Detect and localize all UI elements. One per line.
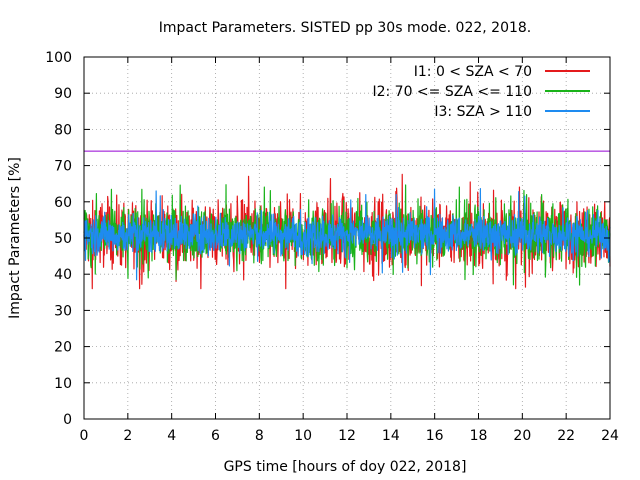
y-tick-label: 90 bbox=[54, 86, 72, 102]
x-tick-label: 8 bbox=[255, 428, 264, 444]
y-tick-label: 80 bbox=[54, 122, 72, 138]
x-tick-label: 20 bbox=[513, 428, 531, 444]
series-line-3 bbox=[83, 187, 611, 281]
y-tick-label: 60 bbox=[54, 195, 72, 211]
x-tick-label: 0 bbox=[80, 428, 89, 444]
legend-label: I1: 0 < SZA < 70 bbox=[414, 64, 532, 80]
x-tick-label: 4 bbox=[167, 428, 176, 444]
legend-label: I2: 70 <= SZA <= 110 bbox=[372, 84, 532, 100]
y-tick-label: 10 bbox=[54, 376, 72, 392]
x-tick-label: 18 bbox=[470, 428, 488, 444]
y-axis-label: Impact Parameters [%] bbox=[7, 157, 23, 319]
x-tick-label: 10 bbox=[294, 428, 312, 444]
x-tick-label: 6 bbox=[211, 428, 220, 444]
x-tick-label: 22 bbox=[557, 428, 575, 444]
x-axis-label: GPS time [hours of doy 022, 2018] bbox=[224, 459, 467, 475]
y-tick-label: 0 bbox=[63, 412, 72, 428]
y-tick-label: 50 bbox=[54, 231, 72, 247]
y-tick-label: 30 bbox=[54, 303, 72, 319]
legend: I1: 0 < SZA < 70 I2: 70 <= SZA <= 110 I3: … bbox=[372, 64, 590, 120]
y-tick-label: 20 bbox=[54, 340, 72, 356]
y-tick-label: 40 bbox=[54, 267, 72, 283]
x-tick-label: 24 bbox=[601, 428, 619, 444]
x-tick-label: 14 bbox=[382, 428, 400, 444]
legend-label: I3: SZA > 110 bbox=[434, 104, 532, 120]
axis-ticks: 0 2 4 6 8 10 12 14 16 18 20 22 240102030405060708090… bbox=[45, 50, 619, 444]
x-tick-label: 2 bbox=[123, 428, 132, 444]
chart-title: Impact Parameters. SISTED pp 30s mode. 0… bbox=[159, 20, 532, 36]
y-tick-label: 100 bbox=[45, 50, 72, 66]
y-tick-label: 70 bbox=[54, 159, 72, 175]
x-tick-label: 16 bbox=[426, 428, 444, 444]
series-group bbox=[83, 173, 611, 290]
x-tick-label: 12 bbox=[338, 428, 356, 444]
